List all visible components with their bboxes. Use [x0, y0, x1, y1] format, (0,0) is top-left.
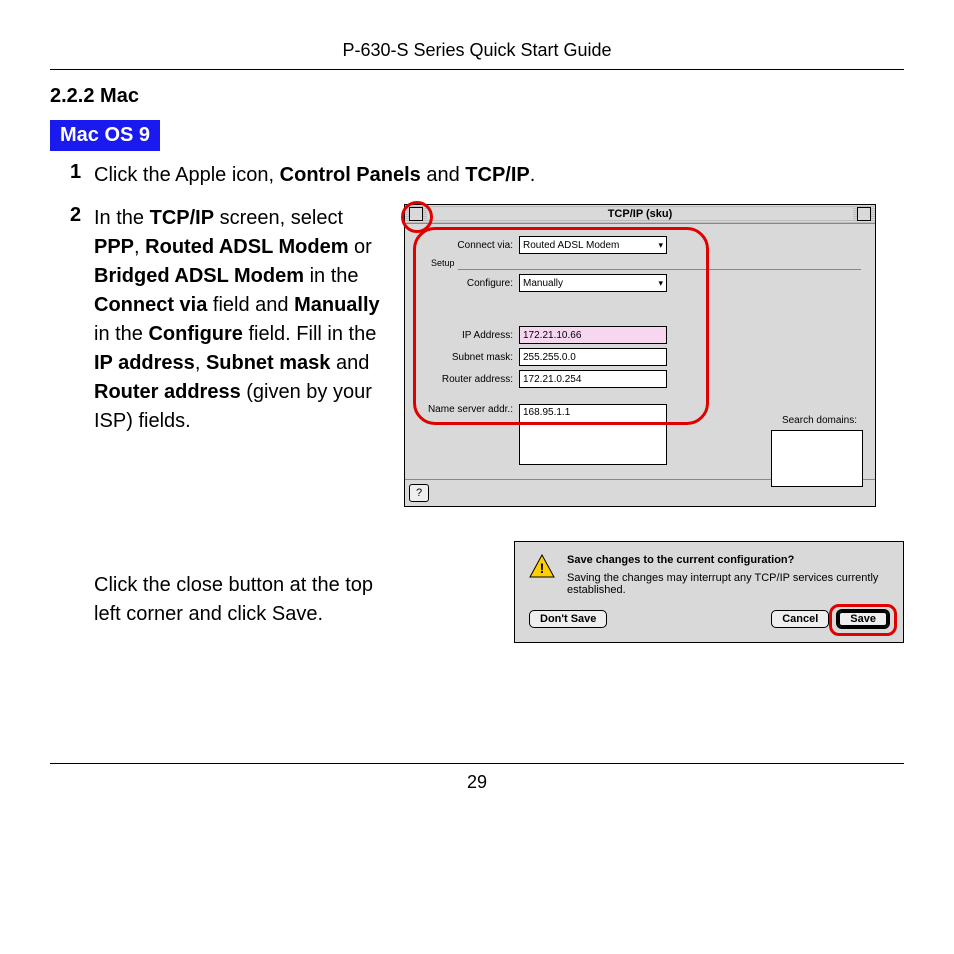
text-bold: IP address	[94, 352, 195, 374]
alert-figure: ! Save changes to the current configurat…	[404, 521, 904, 643]
ip-address-field[interactable]: 172.21.10.66	[519, 326, 667, 344]
text: or	[349, 236, 372, 258]
text: .	[530, 164, 536, 186]
save-alert-dialog: ! Save changes to the current configurat…	[514, 541, 904, 643]
help-button[interactable]: ?	[409, 484, 429, 502]
text: field and	[207, 294, 294, 316]
dont-save-button[interactable]: Don't Save	[529, 610, 607, 628]
zoom-icon[interactable]	[857, 207, 871, 221]
text: ,	[195, 352, 206, 374]
cancel-button[interactable]: Cancel	[771, 610, 829, 628]
text-bold: Connect via	[94, 294, 207, 316]
text-bold: TCP/IP	[465, 164, 529, 186]
doc-header: P-630-S Series Quick Start Guide	[50, 40, 904, 70]
connect-via-select[interactable]: Routed ADSL Modem ▾	[519, 236, 667, 254]
text: field. Fill in the	[243, 323, 376, 345]
setup-label: Setup	[431, 258, 867, 268]
text: and	[330, 352, 369, 374]
text: .	[317, 603, 323, 625]
router-address-field[interactable]: 172.21.0.254	[519, 370, 667, 388]
section-heading: 2.2.2 Mac	[50, 85, 904, 108]
configure-label: Configure:	[413, 278, 513, 289]
os-badge: Mac OS 9	[50, 120, 160, 151]
router-address-label: Router address:	[413, 374, 513, 385]
close-icon[interactable]	[409, 207, 423, 221]
chevron-updown-icon: ▾	[658, 278, 663, 289]
text-bold: TCP/IP	[150, 207, 214, 229]
text-bold: Save	[272, 603, 318, 625]
ip-address-label: IP Address:	[413, 330, 513, 341]
text: ,	[134, 236, 145, 258]
page-number: 29	[50, 763, 904, 793]
select-value: Manually	[523, 278, 563, 289]
chevron-updown-icon: ▾	[658, 240, 663, 251]
text-bold: Router address	[94, 381, 241, 403]
text-bold: Routed ADSL Modem	[145, 236, 348, 258]
name-server-label: Name server addr.:	[413, 404, 513, 415]
text: in the	[304, 265, 358, 287]
text: in the	[94, 323, 148, 345]
alert-heading: Save changes to the current configuratio…	[567, 554, 889, 566]
save-button[interactable]: Save	[837, 610, 889, 628]
configure-select[interactable]: Manually ▾	[519, 274, 667, 292]
text: Click the Apple icon,	[94, 164, 280, 186]
name-server-field[interactable]: 168.95.1.1	[519, 404, 667, 465]
close-save-instruction: Click the close button at the top left c…	[94, 571, 394, 629]
step-number: 1	[70, 161, 94, 184]
alert-body: Saving the changes may interrupt any TCP…	[567, 572, 889, 596]
subnet-mask-label: Subnet mask:	[413, 352, 513, 363]
step-2-text: In the TCP/IP screen, select PPP, Routed…	[94, 204, 394, 436]
step-1: 1 Click the Apple icon, Control Panels a…	[50, 161, 904, 190]
window-titlebar: TCP/IP (sku)	[405, 205, 875, 224]
search-domains-field[interactable]	[771, 430, 863, 487]
text-bold: Configure	[148, 323, 242, 345]
window-title: TCP/IP (sku)	[427, 208, 853, 220]
tcpip-figure: TCP/IP (sku) Connect via: Routed ADSL Mo…	[404, 204, 904, 507]
text: Click the close button at the top left c…	[94, 574, 373, 625]
connect-via-label: Connect via:	[413, 240, 513, 251]
step-number: 2	[70, 204, 94, 227]
step-2-continued: Click the close button at the top left c…	[50, 521, 904, 643]
select-value: Routed ADSL Modem	[523, 240, 619, 251]
svg-text:!: !	[540, 560, 545, 576]
step-1-text: Click the Apple icon, Control Panels and…	[94, 161, 904, 190]
text: screen, select	[214, 207, 343, 229]
text-bold: Bridged ADSL Modem	[94, 265, 304, 287]
step-2: 2 In the TCP/IP screen, select PPP, Rout…	[50, 204, 904, 507]
text: In the	[94, 207, 150, 229]
separator	[458, 269, 861, 270]
text-bold: Manually	[294, 294, 380, 316]
subnet-mask-field[interactable]: 255.255.0.0	[519, 348, 667, 366]
tcpip-window: TCP/IP (sku) Connect via: Routed ADSL Mo…	[404, 204, 876, 507]
text-bold: Subnet mask	[206, 352, 330, 374]
text-bold: Control Panels	[280, 164, 421, 186]
warning-icon: !	[529, 554, 555, 578]
text-bold: PPP	[94, 236, 134, 258]
search-domains-label: Search domains:	[782, 415, 857, 426]
text: and	[421, 164, 465, 186]
